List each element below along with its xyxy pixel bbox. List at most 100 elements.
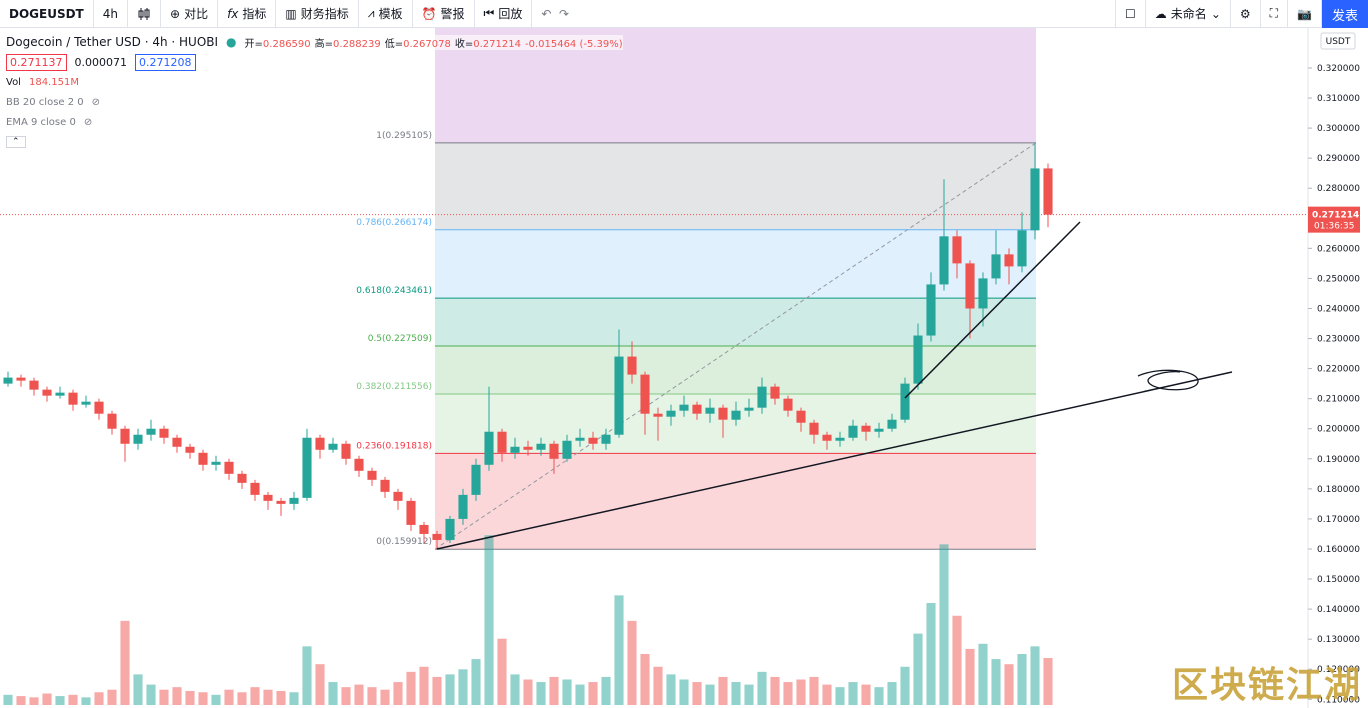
candle-body bbox=[224, 461, 234, 474]
candle-body bbox=[380, 479, 390, 492]
volume-bar bbox=[692, 682, 702, 705]
volume-bar bbox=[68, 694, 78, 705]
candle-body bbox=[809, 422, 819, 435]
publish-button[interactable]: 发表 bbox=[1322, 0, 1368, 28]
candle-body bbox=[419, 524, 429, 534]
last-price-box bbox=[1308, 206, 1360, 233]
volume-bar bbox=[224, 689, 234, 705]
candle-body bbox=[341, 443, 351, 459]
y-tick-label: 0.140000 bbox=[1317, 605, 1360, 615]
volume-bar bbox=[926, 603, 936, 705]
volume-bar bbox=[263, 689, 273, 705]
alerts[interactable]: ⏰ 警报 bbox=[413, 0, 475, 28]
volume-bar bbox=[965, 648, 975, 705]
ohlc-value: 0.288239 bbox=[333, 38, 381, 50]
layout-icon[interactable]: ☐ bbox=[1115, 0, 1146, 28]
volume-bar bbox=[757, 671, 767, 705]
volume-bar bbox=[497, 638, 507, 705]
y-tick-label: 0.190000 bbox=[1317, 455, 1360, 465]
candle-body bbox=[133, 434, 143, 444]
templates[interactable]: ⩘ 模板 bbox=[359, 0, 413, 28]
candle-body bbox=[471, 464, 481, 495]
candle-body bbox=[848, 425, 858, 438]
symbol[interactable]: DOGEUSDT bbox=[0, 0, 94, 28]
y-tick-label: 0.300000 bbox=[1317, 124, 1360, 134]
collapse[interactable]: ⌃ bbox=[6, 136, 26, 148]
candle-body bbox=[497, 431, 507, 453]
volume-bar bbox=[328, 682, 338, 705]
compare[interactable]: ⊕ 对比 bbox=[161, 0, 219, 28]
volume-bar bbox=[1017, 654, 1027, 705]
y-tick-label: 0.110000 bbox=[1317, 695, 1360, 705]
candle-body bbox=[744, 407, 754, 411]
indicator: BB 20 close 2 0 bbox=[6, 96, 84, 108]
fullscreen[interactable]: ⛶ bbox=[1261, 0, 1289, 28]
undo-redo[interactable]: ↶ ↷ bbox=[541, 6, 570, 21]
y-tick-label: 0.220000 bbox=[1317, 365, 1360, 375]
volume-bar bbox=[822, 684, 832, 705]
symbol-title: Dogecoin / Tether USD · 4h · HUOBI bbox=[6, 35, 219, 49]
volume-bar bbox=[380, 689, 390, 705]
volume-bar bbox=[1004, 664, 1014, 705]
volume-bar bbox=[393, 682, 403, 705]
candle-body bbox=[926, 284, 936, 336]
hidden-icon[interactable]: ⊘ bbox=[83, 116, 93, 128]
ohlc-value: 0.286590 bbox=[262, 38, 311, 50]
candle-body bbox=[81, 401, 91, 405]
volume-bar bbox=[900, 666, 910, 705]
indicator: EMA 9 close 0 bbox=[6, 116, 76, 128]
candle-body bbox=[276, 500, 286, 504]
candle-body bbox=[16, 377, 26, 381]
candle-body bbox=[562, 440, 572, 459]
candle-body bbox=[783, 398, 793, 411]
volume-bar bbox=[302, 646, 312, 705]
candle-body bbox=[523, 446, 533, 450]
candle-body bbox=[55, 392, 65, 396]
volume-bar bbox=[796, 679, 806, 705]
currency: USDT bbox=[1326, 37, 1351, 47]
candle-body bbox=[172, 437, 182, 447]
fib-band bbox=[435, 298, 1036, 347]
candle-body bbox=[861, 425, 871, 432]
candle-body bbox=[185, 446, 195, 453]
interval[interactable]: 4h bbox=[94, 0, 128, 28]
change: -0.015464 (-5.39%) bbox=[524, 38, 623, 50]
volume-bar bbox=[1043, 658, 1053, 705]
volume-bar bbox=[1030, 646, 1040, 705]
volume-bar bbox=[549, 676, 559, 705]
volume-bar bbox=[731, 682, 741, 705]
indicators[interactable]: fx 指标 bbox=[218, 0, 277, 28]
candle-body bbox=[991, 254, 1001, 279]
volume-bar bbox=[133, 674, 143, 705]
volume-bar bbox=[81, 697, 91, 705]
financials[interactable]: ▥ 财务指标 bbox=[276, 0, 359, 28]
volume-bar bbox=[952, 615, 962, 705]
chart-type[interactable] bbox=[128, 0, 161, 28]
layout-name[interactable]: ☁ 未命名 ⌄ bbox=[1146, 0, 1231, 28]
label: 对比 bbox=[184, 7, 209, 21]
dot: ● bbox=[226, 35, 237, 49]
volume-bar bbox=[614, 595, 624, 705]
y-tick-label: 0.130000 bbox=[1317, 635, 1360, 645]
y-tick-label: 0.240000 bbox=[1317, 304, 1360, 314]
label: 未命名 bbox=[1170, 7, 1207, 21]
volume-bar bbox=[640, 654, 650, 705]
watermark: 区块链江湖 bbox=[1171, 664, 1362, 706]
candle-body bbox=[770, 386, 780, 399]
ohlc-key: 收= bbox=[454, 38, 474, 50]
settings[interactable]: ⚙ bbox=[1231, 0, 1261, 28]
candle-body bbox=[731, 410, 741, 420]
candle-body bbox=[627, 356, 637, 375]
volume-bar bbox=[445, 674, 455, 705]
ask: 0.271208 bbox=[135, 53, 196, 71]
y-tick-label: 0.260000 bbox=[1317, 244, 1360, 254]
candle-body bbox=[29, 380, 39, 390]
volume-bar bbox=[16, 696, 26, 705]
replay[interactable]: ⏮ 回放 bbox=[475, 0, 533, 28]
volume-bar bbox=[536, 682, 546, 705]
hidden-icon[interactable]: ⊘ bbox=[91, 96, 101, 108]
volume-bar bbox=[458, 669, 468, 705]
volume-bar bbox=[55, 696, 65, 705]
snapshot[interactable]: 📷 bbox=[1288, 0, 1322, 28]
